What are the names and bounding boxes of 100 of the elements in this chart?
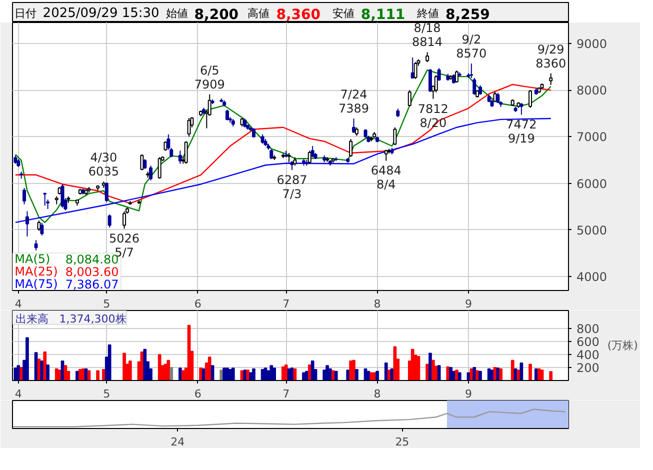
candlestick: [349, 138, 353, 158]
bar: [208, 356, 212, 380]
bar: [549, 371, 553, 380]
candlestick: [226, 109, 229, 121]
annotation: 始値 8,200: [166, 7, 239, 23]
candlestick: [140, 154, 144, 171]
bar: [432, 360, 435, 380]
bar: [428, 352, 432, 380]
y-tick-label: 8000: [576, 84, 608, 98]
candlestick: [414, 62, 418, 80]
bar: [270, 365, 274, 380]
bar: [326, 365, 329, 380]
x-tick-label: 4: [14, 388, 22, 400]
x-tick-label: 5: [103, 298, 110, 310]
bar: [410, 348, 414, 380]
candlestick: [43, 192, 47, 206]
candlestick: [452, 74, 456, 84]
candlestick: [393, 126, 397, 146]
annotation: 8/18 8814: [412, 21, 443, 50]
y-tick-label: 200: [576, 361, 600, 376]
bar: [376, 370, 379, 380]
bar: [272, 368, 276, 380]
candlestick: [260, 134, 264, 144]
bar: [16, 365, 20, 380]
bar: [128, 360, 132, 380]
bar: [449, 367, 453, 380]
y-tick-label: 600: [576, 335, 600, 350]
candlestick: [496, 92, 500, 104]
x-tick-label: 9: [464, 388, 472, 400]
annotation: 6484 8/4: [370, 164, 402, 192]
x-tick-label: 9: [464, 298, 472, 310]
x-tick-label: 7: [282, 388, 290, 400]
bar: [166, 360, 170, 380]
candlestick: [25, 210, 29, 237]
y-tick-label: 7000: [576, 130, 608, 144]
candlestick: [428, 68, 432, 92]
candlestick: [270, 148, 274, 160]
text: MA(75) 7,386.07: [14, 277, 119, 292]
x-tick-label: 4: [14, 298, 22, 310]
x-tick-label: 6: [194, 298, 202, 310]
text: 日付 2025/09/29 15:30: [14, 6, 160, 21]
annotation: 終値 8,259: [416, 7, 490, 23]
bar: [231, 368, 235, 380]
bar: [334, 370, 338, 380]
x-tick-label: 25: [395, 436, 410, 448]
candlestick: [470, 63, 474, 78]
bar: [455, 370, 458, 380]
candlestick: [108, 214, 112, 228]
chart-title: 出来高 1,374,300株: [15, 312, 126, 326]
candlestick: [158, 156, 162, 180]
candlestick: [40, 222, 44, 236]
bar: [122, 352, 126, 380]
bar: [510, 360, 514, 380]
bar: [178, 368, 182, 380]
annotation: 6/5 7909: [194, 63, 225, 92]
annotation: 7472 9/19: [506, 118, 537, 146]
candlestick: [122, 210, 126, 230]
candlestick: [352, 118, 356, 134]
y-tick-label: 800: [576, 322, 600, 336]
x-tick-label: 6: [194, 388, 202, 400]
text: MA(25) 8,003.60: [14, 264, 119, 280]
candlestick: [149, 165, 153, 182]
bar: [143, 348, 147, 380]
bar: [26, 337, 29, 380]
y-tick-label: 9000: [576, 36, 608, 51]
y-axis-title: (万株): [607, 339, 638, 352]
candlestick: [37, 220, 41, 232]
candlestick: [34, 240, 38, 251]
annotation: 4/30 6035: [88, 150, 119, 179]
y-tick-label: 6000: [576, 176, 608, 191]
candlestick: [22, 187, 26, 205]
y-tick-label: 5000: [576, 223, 608, 238]
annotation: 安値 8,111: [332, 7, 406, 23]
bar: [293, 368, 297, 380]
bar: [108, 344, 112, 380]
x-tick-label: 7: [282, 298, 290, 310]
bar: [46, 364, 50, 380]
x-tick-label: 5: [103, 388, 110, 400]
candlestick: [472, 77, 476, 96]
bar: [352, 360, 356, 380]
candlestick: [187, 118, 191, 138]
candlestick: [408, 90, 412, 107]
candlestick: [426, 52, 430, 63]
candlestick: [184, 140, 188, 164]
y-tick-label: 4000: [576, 270, 608, 284]
bar: [252, 368, 256, 380]
bar: [158, 354, 162, 380]
candlestick: [528, 90, 532, 108]
candlestick: [60, 184, 64, 208]
annotation: 9/29 8360: [536, 42, 566, 70]
y-tick-label: 400: [576, 348, 600, 362]
candlestick: [308, 150, 312, 164]
bar: [170, 367, 174, 380]
bar: [355, 368, 358, 380]
bar: [528, 364, 532, 380]
bar: [478, 370, 482, 380]
candlestick: [549, 72, 553, 86]
bar: [43, 351, 47, 380]
candlestick: [104, 182, 108, 202]
candlestick: [287, 152, 291, 163]
